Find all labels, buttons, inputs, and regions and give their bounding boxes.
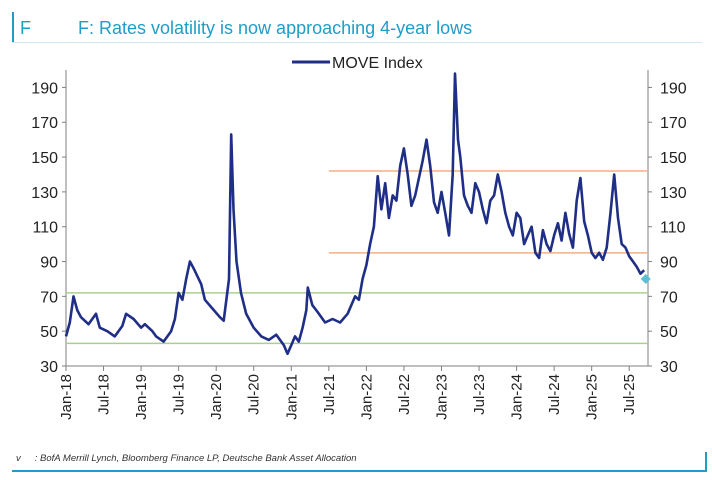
title-divider xyxy=(12,42,702,43)
x-tick-label: Jan-20 xyxy=(208,374,225,420)
latest-point-marker xyxy=(640,273,651,284)
chart-title: F: Rates volatility is now approaching 4… xyxy=(78,18,473,38)
y-tick-label-left: 110 xyxy=(32,220,58,237)
x-tick-label: Jan-24 xyxy=(509,374,526,420)
y-tick-label-right: 30 xyxy=(660,359,678,376)
x-tick-label: Jul-22 xyxy=(396,374,413,415)
x-tick-label: Jul-18 xyxy=(96,374,113,415)
y-tick-label-right: 110 xyxy=(660,220,686,237)
y-tick-label-right: 150 xyxy=(660,150,687,167)
y-tick-label-left: 90 xyxy=(40,255,58,272)
x-tick-label: Jan-25 xyxy=(584,374,601,420)
x-tick-label: Jan-22 xyxy=(358,374,375,420)
figure-label: F xyxy=(20,18,31,38)
y-tick-label-right: 170 xyxy=(660,115,687,132)
y-tick-label-left: 30 xyxy=(40,359,58,376)
x-tick-label: Jan-19 xyxy=(133,374,150,420)
source-note: v : BofA Merrill Lynch, Bloomberg Finance… xyxy=(16,453,357,464)
legend-label: MOVE Index xyxy=(332,55,423,72)
footer-accent-bar xyxy=(705,452,707,472)
series-line-move-index xyxy=(64,72,646,356)
title-accent-bar xyxy=(12,12,14,42)
y-tick-label-right: 130 xyxy=(660,185,687,202)
x-tick-label: Jan-21 xyxy=(283,374,300,420)
x-tick-label: Jan-18 xyxy=(58,374,75,420)
source-text: : BofA Merrill Lynch, Bloomberg Finance … xyxy=(34,453,357,464)
x-tick-label: Jul-24 xyxy=(546,374,563,415)
x-tick-label: Jan-23 xyxy=(433,374,450,420)
chart-area: 30 30 50 50 70 70 90 90 110 110 130 130 150 150 170 170… xyxy=(0,48,712,448)
x-tick-label: Jul-23 xyxy=(471,374,488,415)
move-index-chart: 30 30 50 50 70 70 90 90 110 110 130 130 150 150 170 170… xyxy=(31,55,687,420)
y-tick-label-right: 50 xyxy=(660,324,678,341)
y-tick-label-left: 170 xyxy=(31,115,58,132)
x-tick-label: Jul-20 xyxy=(246,374,263,415)
x-tick-label: Jul-19 xyxy=(171,374,188,415)
y-tick-label-right: 90 xyxy=(660,255,678,272)
y-tick-label-left: 130 xyxy=(31,185,58,202)
y-tick-label-left: 70 xyxy=(40,289,58,306)
y-tick-label-left: 50 xyxy=(40,324,58,341)
y-tick-label-right: 70 xyxy=(660,289,678,306)
y-tick-label-right: 190 xyxy=(660,80,687,97)
y-tick-label-left: 150 xyxy=(31,150,58,167)
footer-divider xyxy=(12,470,707,472)
x-tick-label: Jul-25 xyxy=(621,374,638,415)
y-tick-label-left: 190 xyxy=(31,80,58,97)
x-tick-label: Jul-21 xyxy=(321,374,338,415)
source-marker: v xyxy=(16,453,21,464)
